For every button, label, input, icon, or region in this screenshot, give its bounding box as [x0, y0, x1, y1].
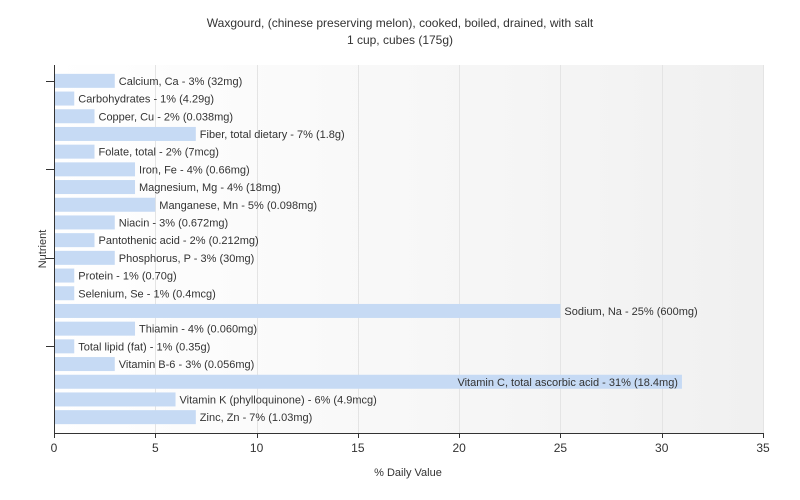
bar-selenium-se [55, 286, 75, 301]
data-label-fiber-total-dietary: Fiber, total dietary - 7% (1.8g) [200, 129, 345, 141]
x-tick-label: 10 [250, 441, 264, 455]
data-label-phosphorus-p: Phosphorus, P - 3% (30mg) [119, 253, 255, 265]
data-label-zinc-zn: Zinc, Zn - 7% (1.03mg) [200, 412, 312, 424]
x-tick-label: 35 [756, 441, 770, 455]
bar-calcium-ca [55, 73, 115, 88]
data-label-iron-fe: Iron, Fe - 4% (0.66mg) [139, 164, 250, 176]
data-label-copper-cu: Copper, Cu - 2% (0.038mg) [99, 111, 234, 123]
bar-carbohydrates [55, 91, 75, 106]
data-label-vitamin-b-6: Vitamin B-6 - 3% (0.056mg) [119, 359, 255, 371]
x-tick-label: 15 [351, 441, 365, 455]
y-axis-label: Nutrient [37, 230, 49, 269]
bar-copper-cu [55, 109, 95, 124]
y-axis-ticks [46, 81, 54, 347]
bar-total-lipid-fat [55, 339, 75, 354]
data-label-vitamin-k-phylloquinone: Vitamin K (phylloquinone) - 6% (4.9mcg) [180, 394, 377, 406]
data-label-folate-total: Folate, total - 2% (7mcg) [99, 147, 219, 159]
x-tick-label: 5 [152, 441, 159, 455]
data-label-carbohydrates: Carbohydrates - 1% (4.29g) [78, 94, 214, 106]
bar-iron-fe [55, 162, 136, 177]
data-label-niacin: Niacin - 3% (0.672mg) [119, 217, 228, 229]
data-label-protein: Protein - 1% (0.70g) [78, 271, 176, 283]
bar-protein [55, 268, 75, 283]
bar-fiber-total-dietary [55, 126, 196, 141]
bar-manganese-mn [55, 197, 156, 212]
bar-pantothenic-acid [55, 233, 95, 248]
data-label-manganese-mn: Manganese, Mn - 5% (0.098mg) [159, 200, 317, 212]
bar-vitamin-b-6 [55, 357, 115, 372]
x-tick-label: 0 [51, 441, 58, 455]
plot-area [54, 65, 763, 433]
bar-phosphorus-p [55, 250, 115, 265]
data-label-sodium-na: Sodium, Na - 25% (600mg) [564, 306, 697, 318]
x-axis-label: % Daily Value [374, 467, 442, 479]
x-tick-label: 20 [452, 441, 466, 455]
bars [55, 73, 682, 425]
chart-title: Waxgourd, (chinese preserving melon), co… [207, 16, 594, 30]
x-axis-ticks: 0 5 10 15 20 25 30 35 [51, 433, 770, 455]
data-label-magnesium-mg: Magnesium, Mg - 4% (18mg) [139, 182, 281, 194]
data-label-selenium-se: Selenium, Se - 1% (0.4mcg) [78, 288, 216, 300]
data-label-thiamin: Thiamin - 4% (0.060mg) [139, 324, 257, 336]
bar-folate-total [55, 144, 95, 159]
bar-magnesium-mg [55, 180, 136, 195]
data-label-calcium-ca: Calcium, Ca - 3% (32mg) [119, 76, 242, 88]
data-label-pantothenic-acid: Pantothenic acid - 2% (0.212mg) [99, 235, 259, 247]
bar-zinc-zn [55, 410, 196, 425]
bar-sodium-na [55, 303, 561, 318]
bar-vitamin-c-total-ascorbic-acid [55, 374, 682, 389]
data-label-total-lipid-fat: Total lipid (fat) - 1% (0.35g) [78, 341, 210, 353]
x-tick-label: 30 [655, 441, 669, 455]
bar-thiamin [55, 321, 136, 336]
x-tick-label: 25 [554, 441, 568, 455]
gridlines [155, 65, 764, 433]
chart-subtitle: 1 cup, cubes (175g) [347, 33, 453, 47]
data-labels: Calcium, Ca - 3% (32mg) Carbohydrates - 1… [78, 76, 697, 424]
bar-niacin [55, 215, 115, 230]
data-label-vitamin-c-total-ascorbic-acid: Vitamin C, total ascorbic acid - 31% (18… [457, 377, 678, 389]
bar-vitamin-k-phylloquinone [55, 392, 176, 407]
